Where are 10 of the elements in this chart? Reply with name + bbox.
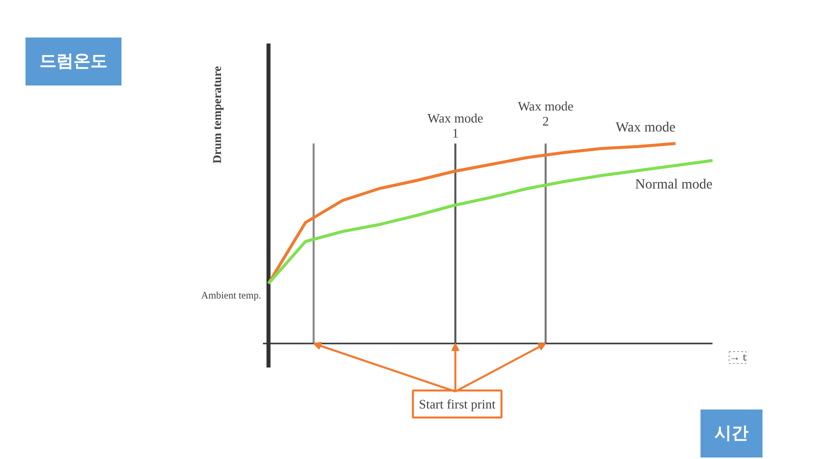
text: Wax mode 2 [518, 98, 574, 128]
series-label: Normal mode [635, 178, 713, 192]
text: 드럼온도 [40, 52, 108, 72]
text: Start first print [418, 396, 496, 412]
series-label: Wax mode [616, 120, 676, 136]
y-axis-title: Drum temperature [210, 65, 224, 164]
text: Ambient temp. [201, 290, 262, 302]
x-axis-title: → t [729, 352, 746, 364]
text: Wax mode 1 [428, 110, 484, 140]
text: 시간 [714, 424, 748, 444]
